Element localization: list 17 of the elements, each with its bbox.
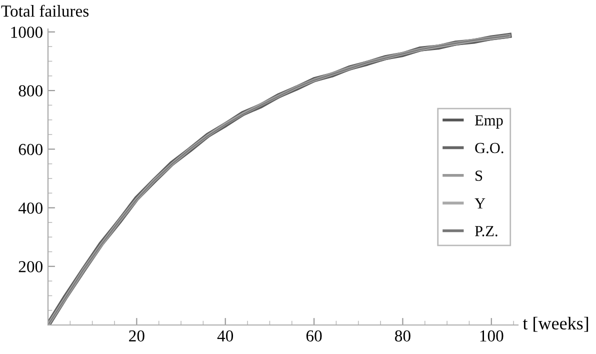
y-axis-title: Total failures	[1, 4, 89, 17]
legend-label: Y	[474, 198, 486, 208]
legend-label: Emp	[474, 115, 503, 129]
legend-label: P.Z.	[474, 226, 498, 236]
y-tick-label: 1000	[11, 26, 43, 38]
x-tick-label: 20	[129, 330, 144, 342]
x-tick-label: 60	[306, 330, 322, 342]
x-tick-label: 40	[217, 330, 234, 342]
y-tick-label: 200	[18, 261, 43, 272]
x-tick-label: 100	[480, 330, 504, 342]
x-tick-label: 80	[395, 330, 410, 342]
y-tick-label: 400	[18, 202, 43, 214]
x-axis-title: t [weeks]	[522, 316, 588, 332]
y-tick-label: 600	[18, 144, 43, 156]
legend-label: G.O.	[475, 142, 504, 154]
y-tick-label: 800	[18, 85, 43, 96]
legend-label: S	[476, 170, 482, 181]
